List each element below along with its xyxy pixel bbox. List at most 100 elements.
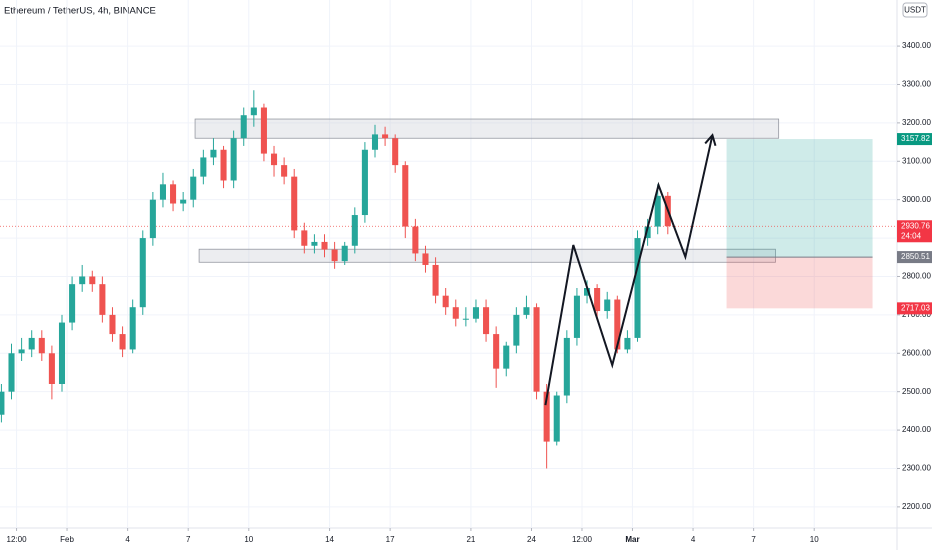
candle-body <box>594 288 601 312</box>
x-tick-label: 7 <box>186 535 191 544</box>
x-tick-label: Mar <box>625 535 639 544</box>
candle-body <box>260 107 267 154</box>
last-price-label: 2930.76 <box>901 221 930 230</box>
candle-body <box>483 307 490 335</box>
stop-label: 2717.03 <box>901 303 930 312</box>
candle-body <box>79 276 86 285</box>
candle-body <box>392 138 399 166</box>
candle-body <box>634 238 641 338</box>
candle-body <box>644 226 651 239</box>
candle-body <box>614 299 621 350</box>
candle-body <box>583 288 591 296</box>
candle-body <box>129 307 136 350</box>
x-tick-label: Feb <box>60 535 74 544</box>
entry-label-box <box>897 251 932 264</box>
y-tick-label: 2700.00 <box>902 310 931 319</box>
candle-body <box>341 245 348 262</box>
candle-body <box>99 284 106 315</box>
y-tick-label: 3300.00 <box>902 80 931 89</box>
candle-body <box>190 176 197 200</box>
candle-body <box>210 149 217 158</box>
y-tick-label: 2200.00 <box>902 502 931 511</box>
y-tick-label: 2800.00 <box>902 272 931 281</box>
candle-body <box>119 334 126 350</box>
candle-body <box>402 165 409 227</box>
candle-body <box>371 134 379 150</box>
candle-body <box>149 199 156 239</box>
candle-body <box>331 249 338 262</box>
candle-body <box>442 295 449 308</box>
x-tick-label: 21 <box>466 535 475 544</box>
x-tick-label: 10 <box>244 535 253 544</box>
candle-body <box>432 264 439 296</box>
candle-body <box>543 391 550 442</box>
target-label-box <box>897 133 932 146</box>
stop-label-box <box>897 302 932 315</box>
x-tick-label: 7 <box>751 535 756 544</box>
candle-body <box>462 318 469 320</box>
candle-body <box>58 322 66 384</box>
candle-body <box>139 238 146 308</box>
candle-body <box>38 337 45 354</box>
y-tick-label: 2500.00 <box>902 387 931 396</box>
stop-area <box>726 257 873 309</box>
candle-body <box>361 149 368 216</box>
x-tick-label: 17 <box>386 535 395 544</box>
entry-label: 2850.51 <box>901 252 930 261</box>
last-price-label-box <box>897 220 932 243</box>
candle-body <box>563 337 570 396</box>
candle-body <box>573 295 580 338</box>
currency[interactable]: USDT <box>904 6 926 15</box>
candle-body <box>654 195 661 227</box>
candle-body <box>109 314 116 335</box>
zone <box>194 118 780 139</box>
x-tick-label: 24 <box>527 535 536 544</box>
candle-body <box>200 157 207 177</box>
candle-body <box>270 153 278 166</box>
candle-body <box>180 199 187 204</box>
candle-body <box>472 307 479 319</box>
candle-body <box>281 165 288 177</box>
candle-body <box>69 284 76 323</box>
chart-title: Ethereum / TetherUS, 4h, BINANCE <box>4 6 156 17</box>
pattern-line <box>544 134 714 406</box>
candle-body <box>48 353 55 384</box>
candle-body <box>8 353 15 392</box>
candle-body <box>452 307 459 319</box>
candle-body <box>382 134 389 139</box>
candle-body <box>321 241 328 250</box>
target-label: 3157.82 <box>901 134 930 143</box>
candle-body <box>503 345 510 369</box>
candle-body <box>553 395 560 442</box>
countdown: 24:04 <box>901 231 922 240</box>
candle-body <box>0 391 5 415</box>
y-tick-label: 3100.00 <box>902 156 931 165</box>
y-tick-label: 3400.00 <box>902 41 931 50</box>
candle-body <box>28 337 35 350</box>
candle-body <box>412 226 419 254</box>
candle-body <box>493 334 500 369</box>
candle-body <box>250 107 257 116</box>
candle-body <box>301 230 308 246</box>
candle-body <box>18 349 25 354</box>
y-tick-label: 3200.00 <box>902 118 931 127</box>
y-tick-label: 2600.00 <box>902 348 931 357</box>
candle-body <box>533 307 540 392</box>
candle-body <box>159 184 166 200</box>
zone <box>198 248 776 263</box>
candle-body <box>89 276 96 285</box>
candle-body <box>351 215 358 246</box>
candle-body <box>240 115 247 139</box>
currency-box[interactable] <box>902 2 928 18</box>
y-tick-label: 2400.00 <box>902 425 931 434</box>
y-tick-label: 3000.00 <box>902 195 931 204</box>
candle-body <box>311 241 318 246</box>
candle-body <box>170 184 177 204</box>
pattern-arrowhead <box>704 133 717 147</box>
candle-body <box>220 149 227 181</box>
candle-body <box>513 314 520 346</box>
candle-body <box>230 138 237 181</box>
x-tick-label: 12:00 <box>572 535 593 544</box>
